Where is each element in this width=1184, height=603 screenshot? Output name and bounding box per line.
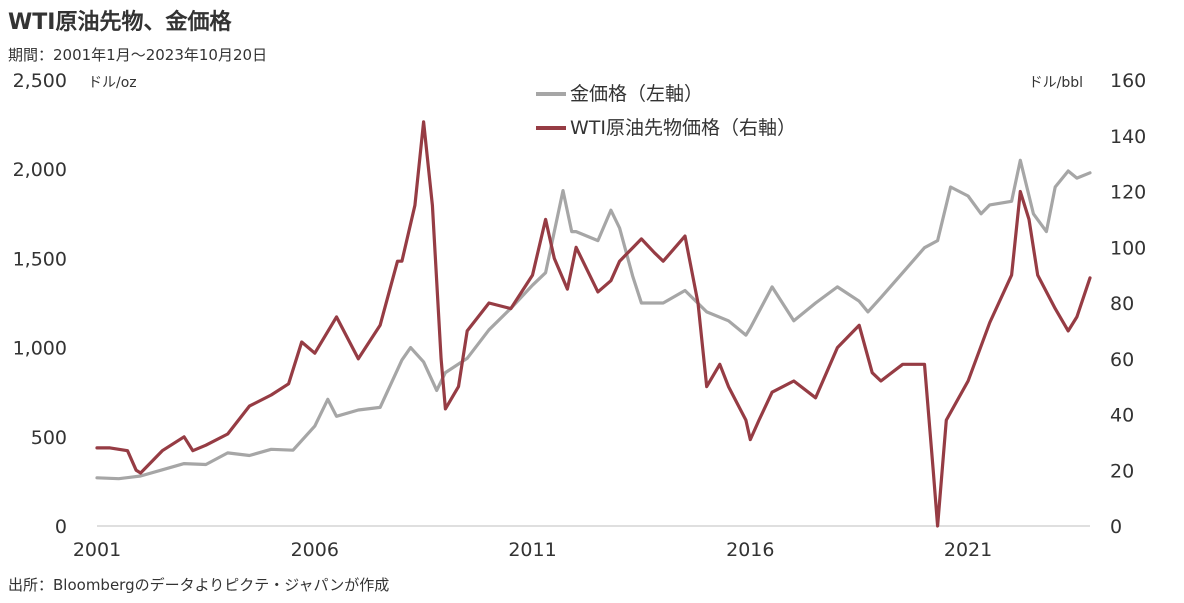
series-layer (95, 120, 1092, 528)
left-tick-label: 1,000 (13, 338, 67, 360)
left-tick-label: 0 (55, 516, 67, 538)
right-axis-unit: ドル/bbl (1029, 75, 1083, 91)
right-tick-label: 60 (1110, 349, 1134, 371)
left-axis-ticks: 0 500 1,000 1,500 2,000 2,500 (13, 70, 67, 538)
x-tick-label: 2011 (508, 539, 556, 561)
right-tick-label: 20 (1110, 460, 1134, 482)
legend-label-gold: 金価格（左軸） (570, 83, 703, 105)
x-tick-label: 2016 (726, 539, 774, 561)
x-tick-label: 2021 (944, 539, 992, 561)
right-tick-label: 80 (1110, 293, 1134, 315)
chart-title: WTI原油先物、金価格 (8, 10, 232, 35)
right-tick-label: 0 (1110, 516, 1122, 538)
right-axis-ticks: 0 20 40 60 80 100 120 140 160 (1110, 70, 1146, 538)
right-tick-label: 140 (1110, 126, 1146, 148)
legend: 金価格（左軸） WTI原油先物価格（右軸） (536, 83, 796, 139)
left-tick-label: 2,500 (13, 70, 67, 92)
x-tick-label: 2006 (291, 539, 339, 561)
x-tick-label: 2001 (73, 539, 121, 561)
source-note: 出所：Bloombergのデータよりピクテ・ジャパンが作成 (8, 576, 390, 594)
left-tick-label: 500 (31, 427, 67, 449)
x-axis-ticks: 2001 2006 2011 2016 2021 (73, 539, 992, 561)
series-line-wti (95, 120, 1092, 528)
legend-label-wti: WTI原油先物価格（右軸） (570, 117, 796, 139)
left-tick-label: 2,000 (13, 159, 67, 181)
left-tick-label: 1,500 (13, 248, 67, 270)
right-tick-label: 160 (1110, 70, 1146, 92)
series-line-gold (95, 158, 1092, 481)
chart-subtitle: 期間：2001年1月～2023年10月20日 (8, 46, 268, 64)
left-axis-unit: ドル/oz (88, 75, 137, 91)
right-tick-label: 100 (1110, 237, 1146, 259)
right-tick-label: 120 (1110, 182, 1146, 204)
right-tick-label: 40 (1110, 405, 1134, 427)
